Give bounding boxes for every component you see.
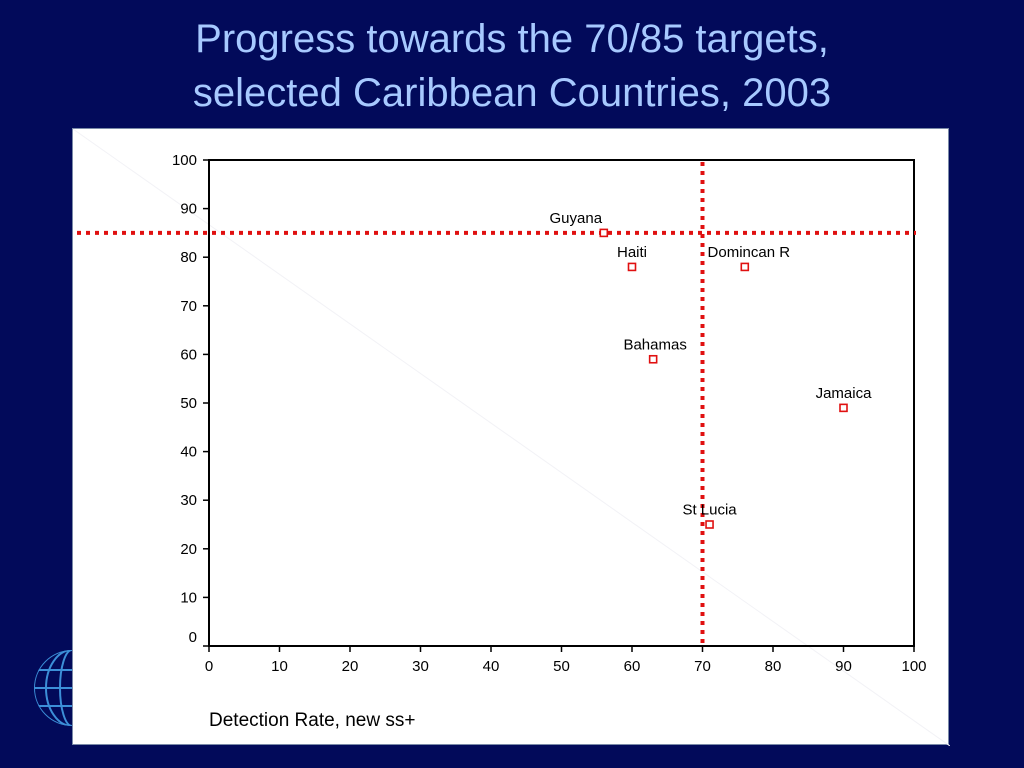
x-tick-label: 40 bbox=[483, 658, 500, 675]
background-diagonal bbox=[73, 129, 950, 746]
y-tick-label: 40 bbox=[180, 444, 197, 461]
x-tick-label: 60 bbox=[624, 658, 641, 675]
y-tick-label: 70 bbox=[180, 298, 197, 315]
data-point-domincan-r bbox=[740, 262, 750, 272]
data-point-guyana bbox=[599, 228, 609, 238]
data-label: Jamaica bbox=[816, 385, 873, 402]
data-label: Bahamas bbox=[623, 336, 686, 353]
x-axis-title: Detection Rate, new ss+ bbox=[209, 710, 415, 731]
y-tick-label: 30 bbox=[180, 492, 197, 509]
y-tick-label: 20 bbox=[180, 541, 197, 558]
x-tick-label: 90 bbox=[835, 658, 852, 675]
data-point-bahamas bbox=[648, 354, 658, 364]
y-tick-label: 90 bbox=[180, 201, 197, 218]
x-tick-label: 70 bbox=[694, 658, 711, 675]
x-tick-label: 50 bbox=[553, 658, 570, 675]
x-tick-label: 10 bbox=[271, 658, 288, 675]
scatter-chart: 0 10 20 30 40 50 60 70 80 90 100 0 10 20 30 40 50 60 70 80 9… bbox=[73, 129, 950, 746]
y-tick-label: 60 bbox=[180, 346, 197, 363]
slide-title-line-2: selected Caribbean Countries, 2003 bbox=[192, 71, 832, 115]
x-tick-label: 20 bbox=[342, 658, 359, 675]
x-tick-label: 0 bbox=[205, 658, 213, 675]
y-tick-label: 50 bbox=[180, 395, 197, 412]
x-tick-label: 30 bbox=[412, 658, 429, 675]
data-point-jamaica bbox=[839, 403, 848, 413]
slide-title: Progress towards the 70/85 targets, sele… bbox=[0, 12, 1024, 120]
data-point-haiti bbox=[627, 262, 637, 272]
data-label: St Lucia bbox=[682, 502, 737, 519]
y-tick-label: 100 bbox=[172, 152, 197, 169]
x-tick-label: 100 bbox=[901, 658, 926, 675]
data-label: Domincan R bbox=[708, 244, 791, 261]
x-tick-label: 80 bbox=[765, 658, 782, 675]
y-tick-label: 0 bbox=[189, 629, 197, 646]
slide-title-line-1: Progress towards the 70/85 targets, bbox=[195, 17, 829, 61]
data-label: Haiti bbox=[617, 244, 647, 261]
y-tick-label: 10 bbox=[180, 589, 197, 606]
y-tick-label: 80 bbox=[180, 249, 197, 266]
chart-panel: 0 10 20 30 40 50 60 70 80 90 100 0 10 20 30 40 50 60 70 80 9… bbox=[72, 128, 950, 746]
data-point-st-lucia bbox=[705, 520, 714, 529]
data-label: Guyana bbox=[550, 210, 603, 227]
